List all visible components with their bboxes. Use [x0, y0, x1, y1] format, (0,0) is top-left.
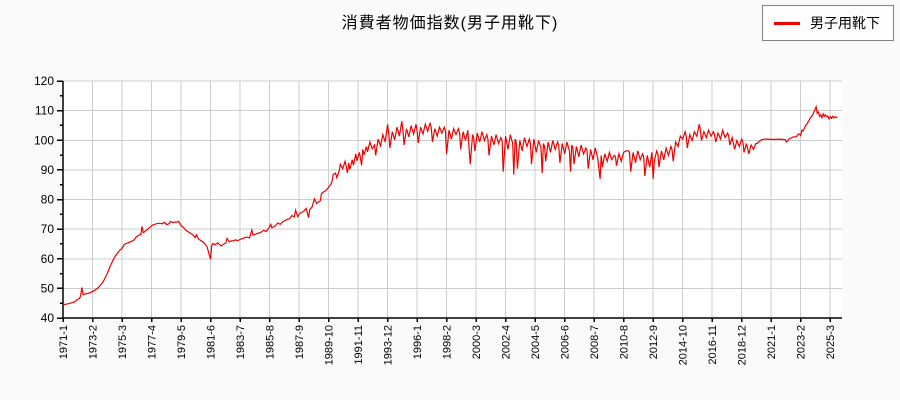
y-tick-label: 40 — [41, 311, 55, 325]
x-tick-label: 2012-9 — [648, 325, 660, 359]
x-tick-label: 2014-10 — [678, 325, 690, 365]
x-tick-label: 1996-1 — [412, 325, 424, 359]
legend-label: 男子用靴下 — [810, 15, 880, 31]
y-tick-label: 100 — [34, 133, 54, 147]
x-tick-label: 2021-1 — [766, 325, 778, 359]
y-tick-label: 110 — [35, 104, 54, 118]
x-tick-label: 1983-7 — [235, 325, 247, 359]
x-tick-label: 1989-10 — [324, 325, 336, 365]
x-tick-label: 2016-11 — [707, 325, 719, 365]
x-tick-label: 2008-7 — [589, 325, 601, 359]
x-tick-label: 2002-4 — [501, 325, 513, 359]
legend: 男子用靴下 — [762, 5, 894, 41]
x-tick-label: 1975-3 — [117, 325, 129, 359]
x-tick-label: 2006-6 — [560, 325, 572, 359]
y-tick-label: 80 — [41, 193, 55, 207]
x-tick-label: 1987-9 — [294, 325, 306, 359]
chart-title: 消費者物価指数(男子用靴下) — [341, 15, 559, 32]
x-tick-label: 2000-3 — [471, 325, 483, 359]
y-tick-label: 50 — [41, 281, 55, 295]
x-tick-label: 1973-2 — [88, 325, 100, 359]
legend-line-swatch — [774, 21, 800, 25]
y-tick-label: 90 — [41, 163, 55, 177]
x-tick-label: 1985-8 — [265, 325, 277, 359]
x-tick-label: 2018-12 — [737, 325, 749, 365]
x-tick-label: 1977-4 — [147, 325, 159, 359]
x-tick-label: 1971-1 — [58, 325, 70, 359]
y-tick-label: 70 — [41, 222, 55, 236]
series-line — [62, 104, 838, 306]
x-tick-label: 2010-8 — [619, 325, 631, 359]
x-tick-label: 1993-12 — [383, 325, 395, 365]
y-tick-label: 120 — [34, 74, 54, 88]
x-tick-label: 1979-5 — [176, 325, 188, 359]
x-tick-label: 1998-2 — [442, 325, 454, 359]
x-tick-label: 1991-11 — [353, 325, 365, 365]
x-tick-label: 2004-5 — [530, 325, 542, 359]
x-tick-label: 2025-3 — [825, 325, 837, 359]
x-tick-label: 1981-6 — [206, 325, 218, 359]
y-tick-label: 60 — [41, 252, 55, 266]
x-tick-label: 2023-2 — [796, 325, 808, 359]
